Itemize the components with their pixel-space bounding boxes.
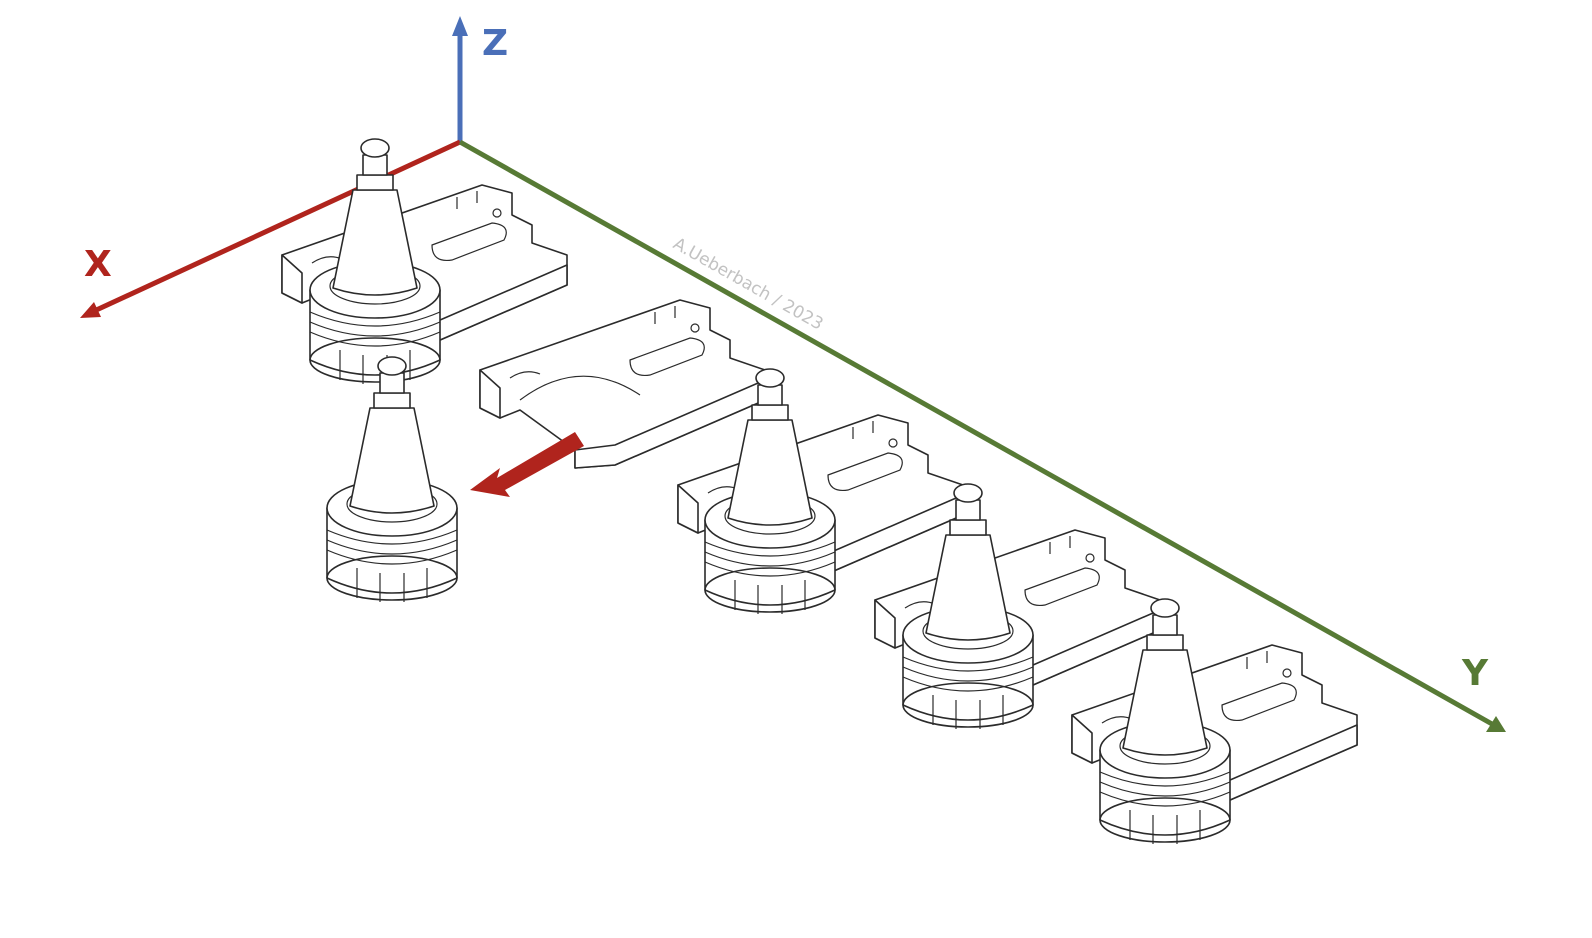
axes-group: Z X Y — [80, 16, 1506, 732]
x-axis-arrowhead — [80, 302, 101, 318]
tool-holder-removed — [326, 356, 458, 603]
tool-fork-slot-2 — [479, 299, 766, 469]
y-axis-label: Y — [1461, 653, 1489, 694]
y-axis-line — [458, 139, 1494, 727]
fork-slot-2-opening — [519, 375, 641, 401]
z-axis-label: Z — [482, 23, 508, 64]
y-axis-arrowhead — [1486, 716, 1506, 732]
z-axis-arrowhead — [452, 16, 468, 36]
x-axis-line — [90, 139, 462, 315]
x-axis-label: X — [84, 244, 112, 285]
removal-direction-arrow — [470, 432, 584, 497]
